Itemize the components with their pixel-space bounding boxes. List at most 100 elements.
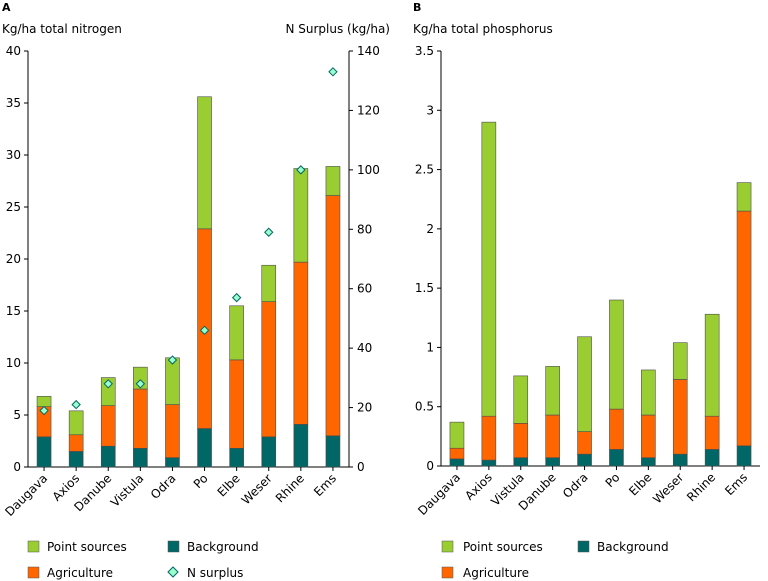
n-surplus-marker-weser — [264, 227, 274, 237]
n-surplus-marker-axios — [71, 399, 81, 410]
x-tick-label-elbe: Elbe — [215, 471, 243, 499]
panel-b-letter: B — [413, 1, 421, 14]
bar-point-sources-ems — [736, 182, 752, 212]
bar-agriculture-daugava — [449, 447, 465, 460]
y-tick-label: 10 — [6, 356, 21, 370]
legend-a-point-sources-label: Point sources — [47, 540, 127, 554]
bar-background-vistula — [133, 447, 148, 468]
bar-agriculture-rhine — [704, 415, 720, 450]
bar-background-ems — [325, 435, 341, 468]
legend-b-agriculture-label: Agriculture — [463, 566, 529, 580]
legend-b-agriculture-swatch — [441, 566, 454, 579]
y2-tick-label: 60 — [357, 282, 372, 296]
bar-agriculture-weser — [672, 379, 688, 455]
x-tick-label-vistula: Vistula — [108, 471, 147, 510]
y-tick-label: 40 — [6, 44, 21, 58]
bar-background-elbe — [641, 457, 656, 467]
bar-point-sources-daugava — [449, 421, 465, 449]
x-tick-label-elbe: Elbe — [626, 470, 654, 498]
x-tick-label-po: Po — [191, 471, 211, 491]
bar-background-danube — [100, 445, 116, 468]
bar-background-daugava — [449, 458, 465, 467]
y2-tick-label: 120 — [357, 103, 380, 117]
bar-point-sources-po — [609, 299, 624, 410]
y2-tick-label: 100 — [357, 163, 380, 177]
legend-a: Point sources Background Agriculture N s… — [27, 540, 259, 580]
x-tick-label-po: Po — [603, 470, 623, 490]
y2-tick-label: 40 — [357, 341, 372, 355]
bar-point-sources-odra — [165, 357, 180, 405]
bar-agriculture-elbe — [229, 359, 244, 449]
y2-tick-label: 20 — [357, 401, 372, 415]
n-surplus-marker-elbe — [231, 292, 242, 303]
bar-background-weser — [672, 453, 688, 467]
bar-point-sources-danube — [545, 366, 560, 416]
legend-a-background-swatch — [167, 540, 180, 553]
y-tick-label: 35 — [6, 96, 21, 110]
n-surplus-marker-danube — [103, 379, 113, 389]
n-surplus-marker-daugava — [39, 405, 49, 416]
bar-point-sources-rhine — [704, 313, 720, 417]
x-tick-label-rhine: Rhine — [684, 470, 718, 504]
panel-a-nitrogen-chart: 0 5 10 15 20 25 30 35 40 0 20 40 60 80 100 120 140 Daugav… — [2, 44, 380, 519]
y-tick-label: 5 — [13, 408, 21, 422]
y-tick-label: 0 — [426, 459, 434, 473]
legend-a-background-label: Background — [187, 540, 259, 554]
bar-agriculture-axios — [68, 434, 84, 452]
y-tick-label: 20 — [6, 252, 21, 266]
bar-agriculture-ems — [736, 210, 752, 447]
panel-b-ylabel: Kg/ha total phosphorus — [413, 22, 553, 36]
n-surplus-marker-ems — [328, 67, 338, 77]
legend-a-n-surplus-label: N surplus — [187, 566, 243, 580]
bar-background-rhine — [293, 424, 309, 468]
x-tick-label-weser: Weser — [650, 470, 686, 506]
bar-agriculture-danube — [545, 414, 560, 458]
n-surplus-marker-rhine — [296, 165, 306, 175]
x-tick-label-daugava: Daugava — [2, 471, 50, 519]
bar-agriculture-weser — [261, 301, 277, 438]
n-surplus-marker-po — [199, 325, 210, 336]
panel-a-y2label: N Surplus (kg/ha) — [285, 22, 390, 36]
panel-a-letter: A — [2, 1, 11, 14]
bar-agriculture-odra — [577, 431, 592, 455]
x-tick-label-weser: Weser — [239, 471, 275, 507]
bar-point-sources-ems — [325, 166, 341, 196]
legend-b-background-label: Background — [597, 540, 669, 554]
bar-background-elbe — [229, 447, 244, 468]
legend-b-point-sources-label: Point sources — [463, 540, 543, 554]
y2-tick-label: 80 — [357, 222, 372, 236]
bar-background-danube — [545, 457, 560, 467]
y-tick-label: 1.5 — [415, 281, 434, 295]
x-tick-label-ems: Ems — [722, 470, 750, 498]
bar-background-rhine — [704, 449, 720, 467]
bar-point-sources-rhine — [293, 168, 309, 263]
bar-point-sources-elbe — [641, 369, 656, 416]
bar-point-sources-weser — [261, 264, 277, 302]
x-tick-label-ems: Ems — [311, 471, 339, 499]
panel-a-ylabel: Kg/ha total nitrogen — [2, 22, 122, 36]
y-tick-label: 3 — [426, 103, 434, 117]
bar-agriculture-odra — [165, 404, 180, 458]
bar-background-ems — [736, 445, 752, 467]
bar-point-sources-daugava — [36, 395, 52, 407]
y-tick-label: 0 — [13, 460, 21, 474]
legend-b-point-sources-swatch — [441, 540, 454, 553]
legend-a-agriculture-swatch — [27, 566, 40, 579]
x-tick-label-odra: Odra — [560, 470, 591, 501]
bar-background-axios — [481, 459, 497, 467]
bar-point-sources-axios — [68, 410, 84, 436]
legend-b: Point sources Background Agriculture — [441, 540, 669, 580]
n-surplus-marker-vistula — [135, 379, 146, 389]
bar-agriculture-vistula — [513, 423, 529, 459]
n-surplus-marker-odra — [167, 355, 178, 365]
bar-point-sources-axios — [481, 121, 497, 417]
x-tick-label-odra: Odra — [148, 471, 179, 502]
legend-b-background-swatch — [577, 540, 590, 553]
y-tick-label: 0.5 — [415, 400, 434, 414]
bar-agriculture-po — [609, 408, 624, 450]
bar-background-odra — [577, 453, 592, 467]
y-tick-label: 25 — [6, 200, 21, 214]
bar-point-sources-vistula — [513, 375, 529, 424]
bar-background-axios — [68, 451, 84, 468]
